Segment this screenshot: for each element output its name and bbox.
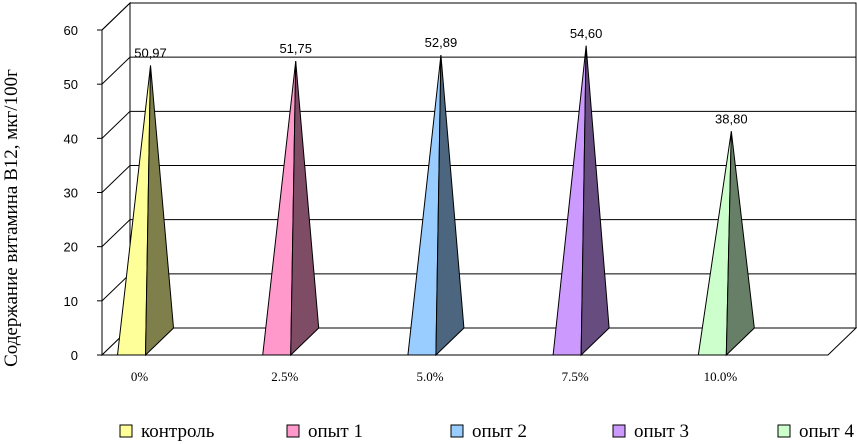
legend-label: контроль [141,421,215,442]
y-tick-label: 10 [64,294,78,309]
x-axis-labels: 0% 2.5% 5.0% 7.5% 10.0% [131,369,737,384]
data-label: 50,97 [134,45,167,60]
legend-swatch [777,424,791,438]
gridline-side [101,219,131,248]
x-tick-label: 5.0% [416,369,443,384]
legend-swatch [450,424,464,438]
bar-side-face [435,54,465,357]
x-tick-label: 7.5% [562,369,589,384]
data-label: 51,75 [279,41,312,56]
legend-swatch [286,424,300,438]
gridline-side [101,110,131,139]
legend-label: опыт 3 [634,421,689,442]
bar-side-face [580,45,610,357]
bars [116,45,755,357]
gridline-side [101,273,131,302]
bar-side-face [144,65,175,357]
bar-side-face [725,131,755,357]
gridline-side [101,2,131,31]
data-label: 52,89 [425,35,458,50]
legend-label: опыт 2 [472,421,527,442]
data-labels: 50,97 51,75 52,89 54,60 38,80 [134,26,747,127]
y-axis-ticks: 0 10 20 30 40 50 60 [64,23,103,363]
legend-swatch [119,424,133,438]
y-tick-label: 20 [64,240,78,255]
legend-label: опыт 1 [308,421,363,442]
y-tick-label: 0 [71,348,78,363]
legend-label: опыт 4 [799,421,854,442]
legend-swatch [612,424,626,438]
gridline-side [101,56,131,85]
x-tick-label: 0% [131,369,149,384]
y-tick-label: 60 [64,23,78,38]
y-tick-label: 30 [64,186,78,201]
x-tick-label: 10.0% [704,369,738,384]
y-tick-label: 40 [64,131,78,146]
gridline-side [101,165,131,193]
y-axis-label: Содержание витамина В12, мкг/100г [1,69,22,367]
x-tick-label: 2.5% [271,369,298,384]
data-label: 54,60 [570,26,603,41]
bar-side-face [290,61,320,357]
legend: контроль опыт 1 опыт 2 опыт 3 опыт 4 [119,421,854,442]
data-label: 38,80 [715,111,748,126]
y-tick-label: 50 [64,77,78,92]
